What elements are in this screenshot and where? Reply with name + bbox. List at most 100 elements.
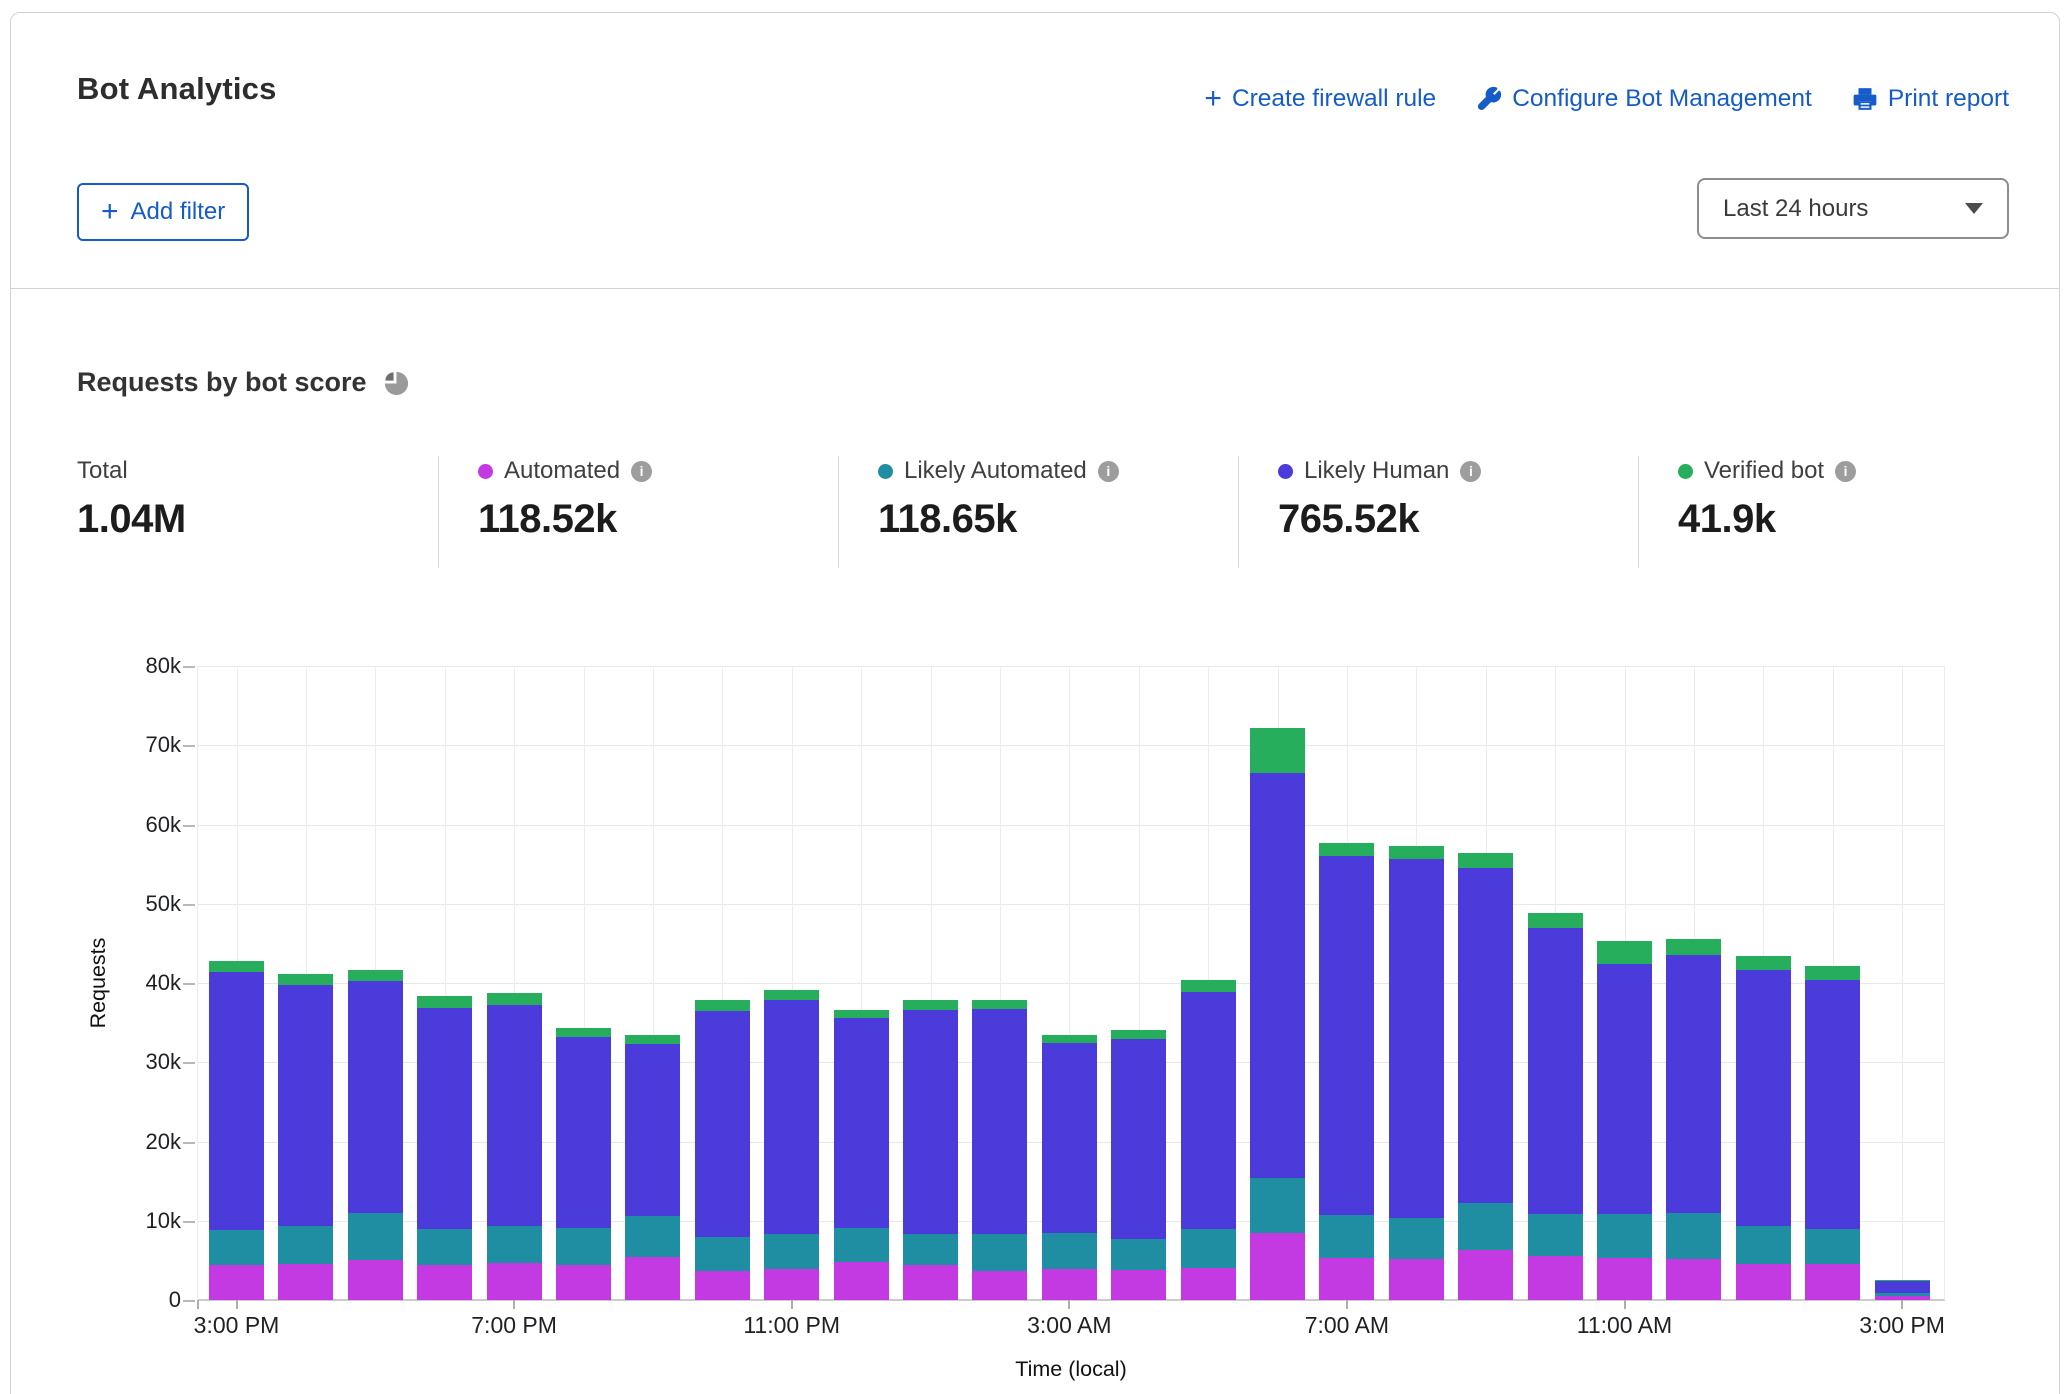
time-range-select[interactable]: Last 24 hours	[1697, 178, 2009, 239]
bar-12-00-pm[interactable]	[1666, 939, 1721, 1300]
bar-segment-verified-bot[interactable]	[1666, 939, 1721, 955]
bar-segment-automated[interactable]	[1181, 1268, 1236, 1300]
bar-1-00-am[interactable]	[903, 1000, 958, 1300]
bar-segment-likely-automated[interactable]	[1319, 1215, 1374, 1258]
bar-segment-likely-automated[interactable]	[348, 1213, 403, 1261]
bar-6-00-am[interactable]	[1250, 728, 1305, 1300]
info-icon[interactable]: i	[1835, 461, 1856, 482]
bar-segment-likely-human[interactable]	[487, 1005, 542, 1226]
bar-segment-verified-bot[interactable]	[764, 990, 819, 1000]
bar-9-00-am[interactable]	[1458, 853, 1513, 1300]
bar-segment-likely-human[interactable]	[1875, 1281, 1930, 1293]
bar-segment-verified-bot[interactable]	[1389, 846, 1444, 859]
bar-segment-likely-automated[interactable]	[764, 1234, 819, 1269]
bar-segment-likely-automated[interactable]	[1111, 1239, 1166, 1270]
bar-segment-likely-human[interactable]	[1736, 970, 1791, 1226]
bar-5-00-pm[interactable]	[348, 970, 403, 1300]
bar-segment-automated[interactable]	[972, 1271, 1027, 1300]
bar-11-00-pm[interactable]	[764, 990, 819, 1300]
bar-segment-automated[interactable]	[1528, 1256, 1583, 1300]
info-icon[interactable]: i	[631, 461, 652, 482]
bar-segment-likely-automated[interactable]	[1458, 1203, 1513, 1250]
bar-3-00-am[interactable]	[1042, 1035, 1097, 1300]
bar-segment-likely-automated[interactable]	[417, 1229, 472, 1265]
bar-segment-likely-automated[interactable]	[556, 1228, 611, 1265]
bar-3-00-pm[interactable]	[1875, 1280, 1930, 1300]
bar-segment-automated[interactable]	[1805, 1264, 1860, 1300]
bar-segment-likely-human[interactable]	[1111, 1039, 1166, 1239]
bar-2-00-pm[interactable]	[1805, 966, 1860, 1300]
bar-10-00-pm[interactable]	[695, 1000, 750, 1300]
info-icon[interactable]: i	[1098, 461, 1119, 482]
bar-segment-automated[interactable]	[834, 1262, 889, 1300]
bar-segment-verified-bot[interactable]	[1597, 941, 1652, 964]
bar-segment-verified-bot[interactable]	[972, 1000, 1027, 1010]
bar-segment-likely-human[interactable]	[1250, 773, 1305, 1178]
bar-segment-likely-automated[interactable]	[278, 1226, 333, 1264]
bar-8-00-am[interactable]	[1389, 846, 1444, 1300]
bar-segment-likely-automated[interactable]	[1528, 1214, 1583, 1255]
bar-segment-automated[interactable]	[278, 1264, 333, 1300]
bar-segment-automated[interactable]	[1666, 1259, 1721, 1300]
bar-segment-verified-bot[interactable]	[1181, 980, 1236, 992]
bar-7-00-am[interactable]	[1319, 843, 1374, 1300]
bar-segment-verified-bot[interactable]	[903, 1000, 958, 1010]
bar-segment-verified-bot[interactable]	[695, 1000, 750, 1010]
bar-2-00-am[interactable]	[972, 1000, 1027, 1300]
bar-11-00-am[interactable]	[1597, 941, 1652, 1300]
bar-segment-likely-automated[interactable]	[487, 1226, 542, 1262]
bar-segment-likely-human[interactable]	[1597, 964, 1652, 1214]
bar-segment-automated[interactable]	[487, 1263, 542, 1300]
print-report-link[interactable]: Print report	[1852, 85, 2009, 113]
bar-segment-automated[interactable]	[625, 1257, 680, 1300]
info-icon[interactable]: i	[1460, 461, 1481, 482]
bar-segment-likely-automated[interactable]	[903, 1234, 958, 1265]
bar-segment-verified-bot[interactable]	[1736, 956, 1791, 970]
bar-segment-verified-bot[interactable]	[1528, 913, 1583, 929]
bar-segment-verified-bot[interactable]	[1111, 1030, 1166, 1040]
bar-segment-verified-bot[interactable]	[625, 1035, 680, 1044]
bar-segment-likely-human[interactable]	[1528, 928, 1583, 1214]
bar-segment-likely-human[interactable]	[1319, 856, 1374, 1215]
bar-4-00-pm[interactable]	[278, 974, 333, 1300]
bar-segment-verified-bot[interactable]	[556, 1028, 611, 1037]
bar-segment-likely-automated[interactable]	[695, 1237, 750, 1270]
add-filter-button[interactable]: + Add filter	[77, 183, 249, 241]
bar-segment-likely-human[interactable]	[764, 1000, 819, 1234]
bar-segment-automated[interactable]	[1111, 1270, 1166, 1300]
bar-5-00-am[interactable]	[1181, 980, 1236, 1300]
bar-segment-likely-human[interactable]	[1805, 980, 1860, 1230]
bar-segment-automated[interactable]	[1250, 1233, 1305, 1300]
bar-segment-automated[interactable]	[209, 1265, 264, 1300]
bar-segment-automated[interactable]	[903, 1265, 958, 1300]
bar-segment-verified-bot[interactable]	[417, 996, 472, 1008]
bar-segment-likely-automated[interactable]	[1181, 1229, 1236, 1269]
bar-segment-verified-bot[interactable]	[1250, 728, 1305, 773]
bar-segment-automated[interactable]	[695, 1271, 750, 1300]
bar-segment-likely-human[interactable]	[1042, 1043, 1097, 1232]
bar-segment-automated[interactable]	[1319, 1258, 1374, 1300]
bar-segment-verified-bot[interactable]	[834, 1010, 889, 1018]
bar-segment-likely-human[interactable]	[1666, 955, 1721, 1213]
create-firewall-rule-link[interactable]: + Create firewall rule	[1204, 85, 1436, 113]
bar-segment-automated[interactable]	[348, 1260, 403, 1300]
bar-segment-likely-human[interactable]	[556, 1037, 611, 1228]
bar-segment-likely-human[interactable]	[625, 1044, 680, 1216]
bar-segment-automated[interactable]	[556, 1265, 611, 1300]
bar-segment-verified-bot[interactable]	[278, 974, 333, 985]
bar-segment-automated[interactable]	[1597, 1258, 1652, 1300]
bar-segment-likely-human[interactable]	[903, 1010, 958, 1234]
bar-segment-automated[interactable]	[1389, 1259, 1444, 1300]
bar-segment-likely-human[interactable]	[1458, 868, 1513, 1203]
bar-segment-likely-human[interactable]	[417, 1008, 472, 1230]
bar-segment-likely-automated[interactable]	[625, 1216, 680, 1257]
bar-segment-likely-human[interactable]	[209, 972, 264, 1230]
bar-segment-likely-automated[interactable]	[1666, 1213, 1721, 1259]
bar-segment-verified-bot[interactable]	[1319, 843, 1374, 856]
bar-segment-verified-bot[interactable]	[487, 993, 542, 1006]
bar-segment-verified-bot[interactable]	[1805, 966, 1860, 979]
bar-1-00-pm[interactable]	[1736, 956, 1791, 1300]
bar-segment-likely-human[interactable]	[348, 981, 403, 1212]
bar-segment-likely-automated[interactable]	[1597, 1214, 1652, 1258]
bar-3-00-pm[interactable]	[209, 961, 264, 1300]
